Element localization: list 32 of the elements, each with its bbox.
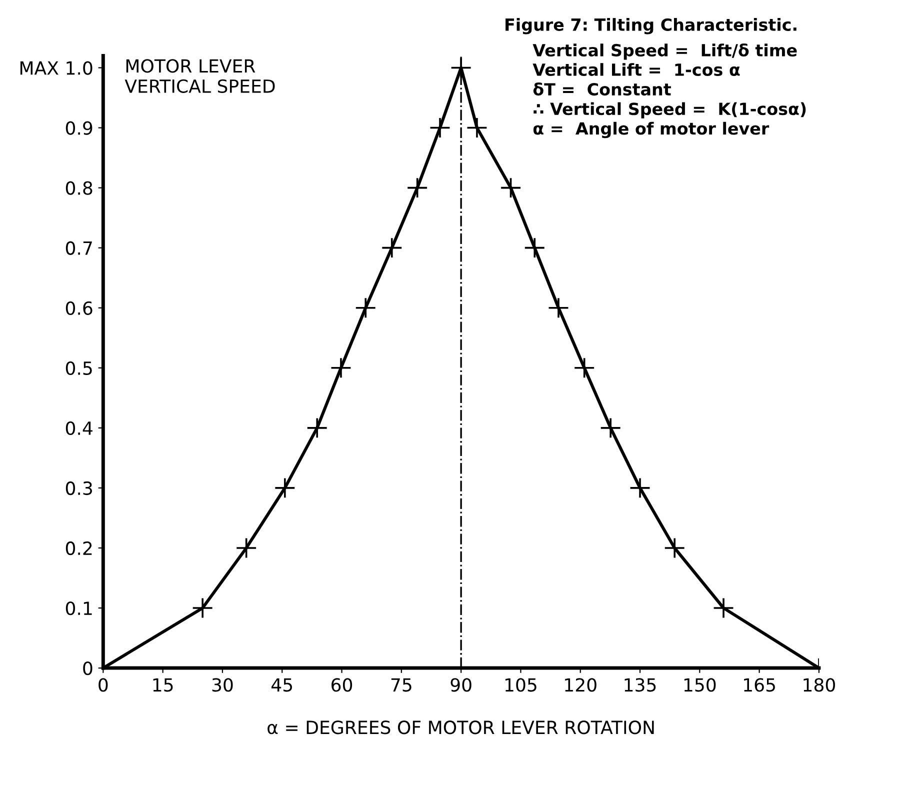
- x-tick-label: 135: [624, 678, 656, 692]
- x-tick-label: 0: [98, 678, 108, 692]
- x-tick-label: 90: [450, 678, 472, 692]
- y-tick-label: 0.1: [66, 601, 92, 616]
- y-tick-label: 0.9: [66, 121, 92, 135]
- annotation: δT = Constant: [533, 82, 671, 96]
- x-tick-label: 120: [565, 678, 596, 692]
- x-tick-label: 15: [153, 678, 173, 692]
- y-tick-label: 0.5: [66, 361, 92, 376]
- y-tick-label: 0.7: [66, 241, 92, 255]
- annotation: Vertical Lift = 1-cos α: [532, 63, 740, 76]
- y-tick-label: 0.6: [66, 301, 92, 315]
- x-tick-label: 150: [684, 678, 716, 692]
- annotation: α = Angle of motor lever: [533, 122, 770, 138]
- x-tick-label: 45: [272, 678, 292, 692]
- y-tick-label: MAX 1.0: [20, 61, 92, 75]
- x-tick-label: 60: [332, 678, 352, 692]
- y-tick-label: 0: [83, 661, 92, 676]
- y-tick-label: 0.2: [66, 541, 92, 556]
- chart-title: Figure 7: Tilting Characteristic.: [506, 18, 796, 34]
- x-tick-label: 180: [804, 678, 835, 692]
- x-axis-title: α = DEGREES OF MOTOR LEVER ROTATION: [268, 720, 654, 734]
- x-tick-label: 105: [505, 678, 536, 692]
- y-tick-label: 0.8: [66, 181, 92, 195]
- annotation: Vertical Speed = Lift/δ time: [532, 43, 797, 60]
- x-tick-label: 75: [391, 678, 412, 692]
- x-tick-label: 165: [744, 678, 775, 692]
- x-tick-label: 30: [212, 678, 233, 692]
- y-tick-label: 0.4: [66, 421, 92, 436]
- y-tick-label: 0.3: [66, 481, 92, 496]
- annotation: ∴ Vertical Speed = K(1-cosα): [534, 102, 806, 118]
- y-axis-title: MOTOR LEVER VERTICAL SPEED: [124, 59, 275, 93]
